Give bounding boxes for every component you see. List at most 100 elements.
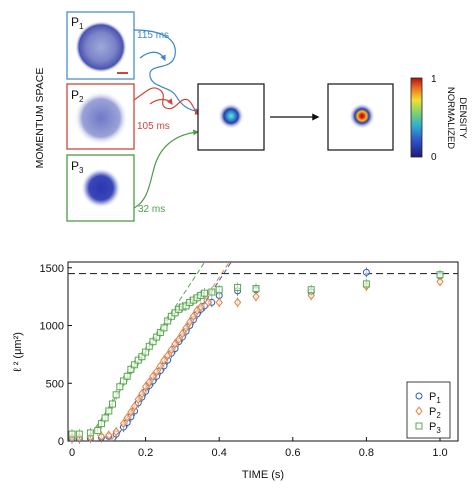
y-tick-label: 1000 [40,321,64,333]
panel-p2: P2 [66,83,135,150]
data-point-p3 [112,391,120,399]
data-point-p3 [200,289,208,297]
p2-arrow-loop [149,98,173,105]
colorbar-max-label: 1 [431,74,437,85]
p1-arrow-loop [139,51,166,62]
y-axis-label: ℓ ² (μm²) [12,332,24,372]
data-point-p2 [156,361,164,371]
data-point-p3 [234,283,242,291]
data-point-p3 [149,338,157,346]
data-point-p2 [182,323,190,333]
p1-time-label: 115 ms [137,30,169,41]
data-point-p3 [68,430,76,438]
p3-time-label: 32 ms [138,204,165,215]
data-point-p2 [171,339,179,349]
x-tick-label: 0.6 [285,447,300,459]
data-point-p2 [167,345,175,355]
quench-arrows [133,29,202,209]
p3-label: P3 [71,159,84,175]
p2-time-label: 105 ms [137,121,170,132]
data-point-p3 [94,427,102,435]
plot-frame [67,261,459,442]
x-axis-label: TIME (s) [242,469,284,481]
data-point-p2 [112,427,120,437]
colorbar-min-label: 0 [431,152,437,163]
data-point-p3 [145,342,153,350]
legend-marker-p2 [415,406,423,416]
data-point-p3 [252,285,260,293]
data-point-p3 [164,317,172,325]
y-axis: 0 500 1000 1500 [40,263,72,448]
data-point-p3 [101,414,109,422]
p2-label: P2 [71,88,84,104]
data-point-p2 [233,297,242,308]
data-point-p2 [204,297,212,308]
data-point-p2 [149,371,157,381]
data-point-p2 [436,277,444,287]
legend-label-p3: P3 [429,421,441,435]
data-point-p3 [75,430,83,438]
p2-density-cloud [74,91,128,145]
data-point-p3 [215,286,223,294]
data-point-p3 [131,361,139,369]
data-point-p2 [134,394,142,405]
data-point-p2 [175,334,183,344]
data-point-p2 [97,431,106,441]
panel-p1: P1 [66,11,135,80]
y-tick-label: 0 [58,436,64,448]
y-tick-label: 1500 [40,263,64,275]
data-point-p2 [119,419,128,429]
data-points [68,267,444,444]
legend-label-p1: P1 [429,391,441,405]
data-point-p3 [153,333,161,341]
data-point-p3 [116,383,124,391]
data-point-p2 [307,290,315,301]
data-point-p3 [123,372,131,380]
data-point-p2 [252,292,260,302]
data-point-p3 [160,324,168,332]
data-point-p2 [105,430,113,440]
legend-label-p2: P2 [429,406,441,420]
y-tick-label: 500 [46,378,64,390]
panel-p3: P3 [66,154,135,222]
legend-marker-p3 [415,422,423,430]
p3-density-blob [81,168,121,208]
data-point-p3 [97,420,105,428]
data-point-p3 [436,271,444,279]
data-point-p2 [186,317,194,327]
data-point-p2 [178,328,187,339]
data-point-p3 [105,407,113,415]
data-point-p2 [141,382,150,392]
data-point-p2 [189,311,198,321]
data-point-p3 [307,286,315,294]
data-point-p2 [197,302,205,312]
legend-box [406,381,451,439]
data-point-p3 [208,288,216,296]
data-point-p3 [108,400,116,408]
panel-condensate-1 [197,83,265,151]
p2-arrow [133,87,202,115]
p1-density-ring [75,21,127,73]
data-point-p3 [138,353,146,361]
data-point-p3 [142,348,150,356]
x-tick-label: 0.8 [359,447,374,459]
data-point-p3 [127,365,135,373]
p1-label: P1 [71,15,84,31]
data-point-p2 [164,350,172,361]
data-point-p2 [153,367,161,377]
x-tick-label: 0.4 [212,447,227,459]
x-axis: 0 0.2 0.4 0.6 0.8 1.0 [69,437,448,459]
x-tick-label: 0.2 [138,447,153,459]
colorbar: 1 0 NORMALIZED DENSITY [410,74,468,163]
data-point-p3 [362,280,370,288]
data-point-p3 [120,377,128,385]
data-point-p3 [156,328,164,336]
colorbar-gradient [410,77,423,158]
data-point-p2 [123,413,131,423]
data-point-p2 [145,377,153,387]
data-point-p2 [160,355,168,365]
p1-arrow [133,29,202,115]
data-point-p1 [362,268,370,276]
colorbar-title-line1: NORMALIZED [445,87,456,149]
data-point-p2 [127,407,135,417]
